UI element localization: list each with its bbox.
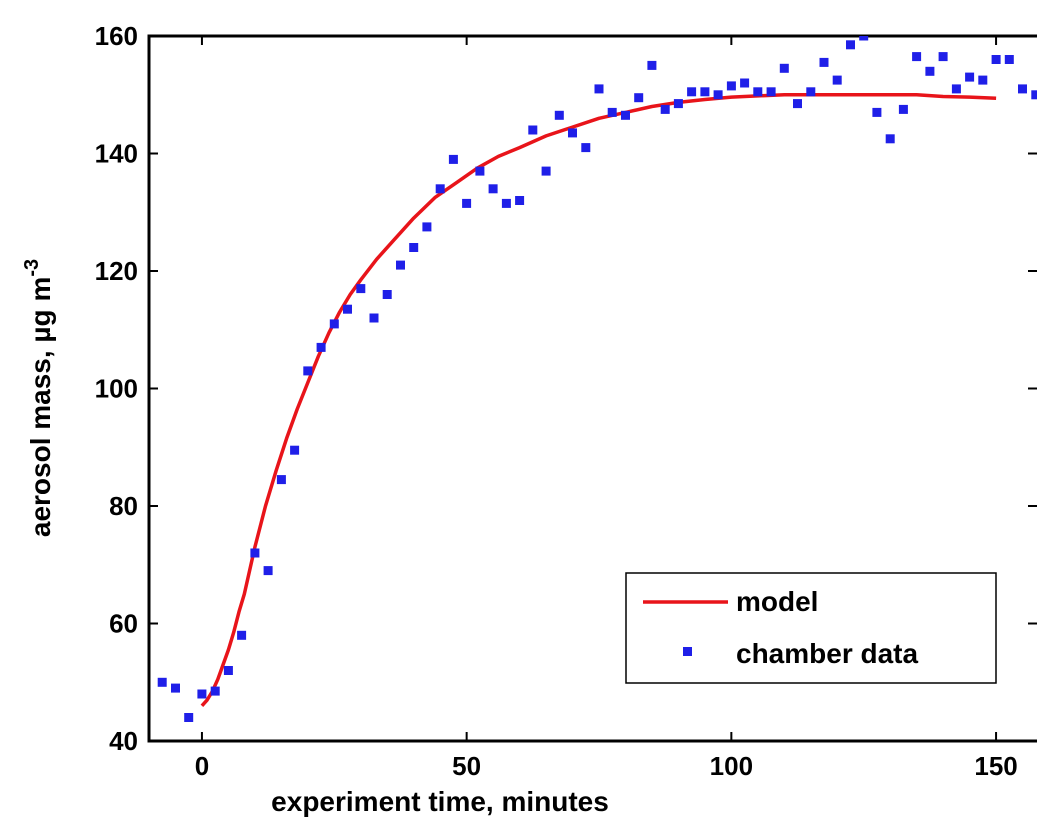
chamber-data-point — [594, 84, 604, 94]
chamber-data-point — [237, 630, 247, 640]
chamber-data-point — [435, 184, 445, 194]
chamber-data-point — [793, 99, 802, 109]
legend-chamber-data-swatch — [683, 647, 692, 656]
chamber-data-point — [885, 134, 895, 144]
legend-model-label: model — [736, 586, 818, 617]
legend: model chamber data — [625, 572, 997, 684]
chamber-data-point — [568, 128, 577, 138]
chamber-data-point — [157, 677, 167, 687]
x-axis-title: experiment time, minutes — [271, 786, 609, 817]
chamber-data-point — [448, 154, 458, 164]
y-axis-title: aerosol mass, µg m-3 — [21, 259, 56, 537]
chamber-data-point — [726, 81, 736, 91]
legend-chamber-data-label: chamber data — [736, 638, 918, 669]
chamber-data-point — [951, 84, 961, 94]
y-tick-label: 140 — [95, 139, 138, 169]
chamber-data-point — [660, 104, 670, 114]
chamber-data-point — [965, 72, 975, 82]
chamber-data-point — [991, 55, 1001, 64]
chamber-data-point — [581, 143, 591, 153]
chamber-data-point — [766, 87, 776, 97]
chamber-data-point — [197, 689, 207, 699]
x-tick-label: 100 — [710, 751, 753, 781]
chamber-data-point — [925, 66, 935, 76]
chamber-data-point — [819, 57, 829, 67]
chamber-data-point — [700, 87, 710, 97]
chamber-data-point — [1031, 90, 1037, 100]
y-tick-label: 100 — [95, 374, 138, 404]
chamber-data-point — [832, 75, 842, 85]
chamber-data-point — [898, 104, 908, 114]
legend-box — [625, 572, 997, 684]
chamber-data-point — [554, 110, 564, 120]
chamber-data-point — [753, 87, 763, 97]
x-tick-label: 0 — [195, 751, 209, 781]
chamber-data-point — [343, 304, 352, 314]
chamber-data-point — [382, 290, 392, 299]
chamber-data-point — [541, 166, 551, 176]
chamber-data-point — [713, 90, 723, 100]
chamber-data-point — [369, 313, 379, 323]
chamber-data-point — [184, 713, 194, 722]
chamber-data-point — [1004, 55, 1014, 64]
chamber-data-point — [290, 445, 300, 455]
chamber-data-point — [171, 683, 180, 693]
chamber-data-point — [250, 548, 260, 558]
chamber-data-point — [621, 110, 630, 120]
chamber-data-point — [263, 566, 273, 576]
chamber-data-point — [687, 87, 697, 97]
chamber-data-point — [316, 342, 326, 352]
chamber-data-point — [647, 60, 657, 70]
chamber-data-point — [462, 198, 472, 208]
y-axis-title-superscript: -3 — [21, 259, 43, 277]
chamber-data-point — [978, 75, 988, 85]
chamber-data-point — [1018, 84, 1027, 94]
y-tick-label: 120 — [95, 256, 138, 286]
chamber-data-point — [475, 166, 485, 176]
y-axis-title-main: aerosol mass, µg m — [25, 277, 56, 537]
chamber-data-point — [607, 107, 617, 117]
chamber-data-point — [528, 125, 538, 135]
chamber-data-point — [210, 686, 220, 696]
chamber-data-point — [223, 666, 233, 675]
chamber-data-point — [740, 78, 750, 88]
chamber-data-point — [276, 475, 286, 485]
x-tick-label: 150 — [974, 751, 1017, 781]
y-tick-label: 40 — [109, 726, 138, 756]
chamber-data-point — [846, 40, 855, 50]
chamber-data-point — [779, 63, 789, 73]
chamber-data-point — [859, 36, 869, 41]
x-tick-label: 50 — [452, 751, 481, 781]
y-tick-label: 160 — [95, 21, 138, 51]
chamber-data-point — [356, 284, 366, 294]
chamber-data-point — [806, 87, 816, 97]
chamber-data-point — [488, 184, 498, 194]
chamber-data-point — [329, 319, 339, 329]
chamber-data-point — [396, 260, 405, 270]
chamber-data-point — [634, 93, 644, 103]
chamber-data-point — [912, 52, 922, 62]
y-tick-label: 80 — [109, 491, 138, 521]
chamber-data-point — [409, 243, 419, 252]
chamber-data-point — [501, 198, 511, 208]
chamber-data-point — [673, 99, 683, 109]
y-tick-label: 60 — [109, 609, 138, 639]
chamber-data-point — [515, 196, 525, 205]
model-series-line — [200, 93, 997, 707]
chamber-data-point — [938, 52, 948, 62]
chamber-data-point — [422, 222, 432, 232]
chamber-data-point — [303, 366, 313, 376]
chamber-data-point — [872, 107, 882, 117]
